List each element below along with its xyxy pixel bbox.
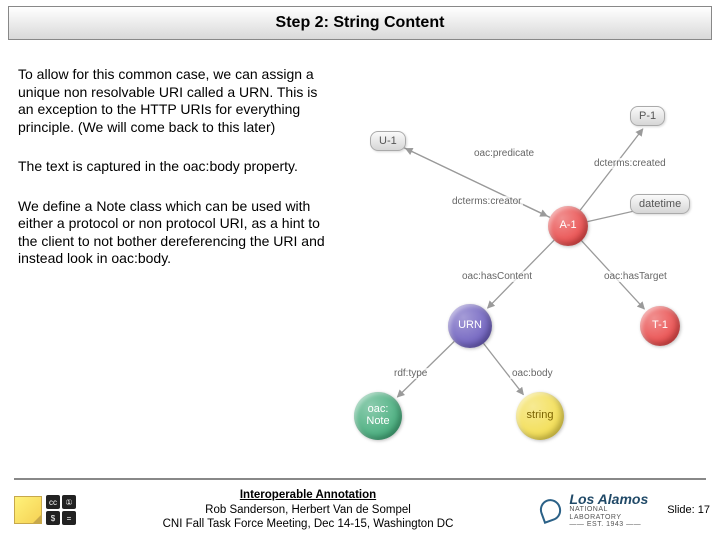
edge-label: oac:hasContent xyxy=(460,271,534,282)
footer-title: Interoperable Annotation xyxy=(76,488,540,502)
paragraph-3: We define a Note class which can be used… xyxy=(18,198,328,268)
node-a1: A-1 xyxy=(548,206,588,246)
footer-venue: CNI Fall Task Force Meeting, Dec 14-15, … xyxy=(76,517,540,531)
edge-label: dcterms:creator xyxy=(450,196,523,207)
edge-label: oac:body xyxy=(510,368,555,379)
body-text: To allow for this common case, we can as… xyxy=(18,66,328,290)
paragraph-1: To allow for this common case, we can as… xyxy=(18,66,328,136)
footer-right: Los Alamos NATIONAL LABORATORY —— EST. 1… xyxy=(540,492,720,529)
node-t1: T-1 xyxy=(640,306,680,346)
edge-label: rdf:type xyxy=(392,368,429,379)
edge-label: oac:predicate xyxy=(472,148,536,159)
footer-authors: Rob Sanderson, Herbert Van de Sompel xyxy=(76,503,540,517)
sticky-note-icon xyxy=(14,496,42,524)
edge-label: dcterms:created xyxy=(592,158,668,169)
footer-center: Interoperable Annotation Rob Sanderson, … xyxy=(76,488,540,531)
slide-number: Slide: 17 xyxy=(667,504,710,516)
slide-title: Step 2: String Content xyxy=(276,14,445,32)
cc-license-icon: cc① $= xyxy=(46,495,76,525)
title-bar: Step 2: String Content xyxy=(8,6,712,40)
footer: cc① $= Interoperable Annotation Rob Sand… xyxy=(0,484,720,536)
node-note: oac: Note xyxy=(354,392,402,440)
lanl-logo-text: Los Alamos NATIONAL LABORATORY —— EST. 1… xyxy=(569,492,659,529)
node-str: string xyxy=(516,392,564,440)
lanl-logo-icon xyxy=(537,496,565,524)
node-u1: U-1 xyxy=(370,131,406,151)
node-urn: URN xyxy=(448,304,492,348)
node-dt: datetime xyxy=(630,194,690,214)
footer-divider xyxy=(14,478,706,480)
graph-diagram: U-1 P-1 datetime A-1 URN T-1 oac: Note string oa… xyxy=(340,86,710,456)
edge-label: oac:hasTarget xyxy=(602,271,669,282)
footer-icons: cc① $= xyxy=(14,495,76,525)
paragraph-2: The text is captured in the oac:body pro… xyxy=(18,158,328,176)
node-p1: P-1 xyxy=(630,106,665,126)
